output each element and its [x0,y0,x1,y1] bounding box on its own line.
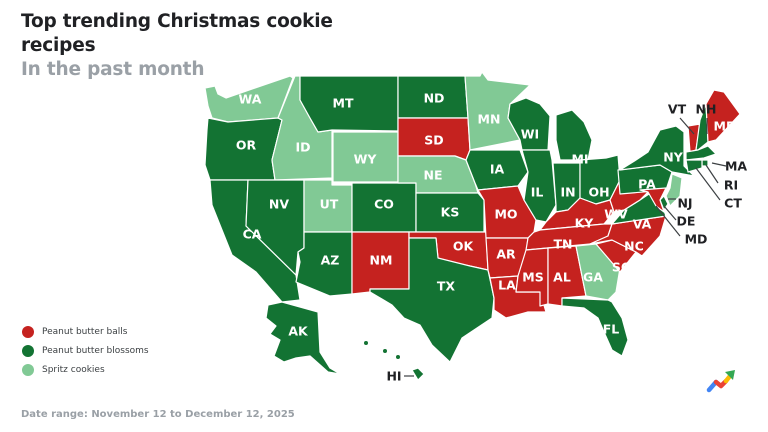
label-wi: WI [521,127,539,142]
label-az: AZ [321,253,340,268]
state-nj[interactable] [665,173,683,207]
label-tn: TN [554,237,573,252]
legend-swatch-red [22,325,34,338]
label-ar: AR [496,247,516,262]
label-wv: WV [604,207,628,222]
label-hi: HI [386,369,401,384]
legend-item-peanut-butter-blossoms: Peanut butter blossoms [22,341,149,360]
state-fl[interactable] [561,297,629,357]
label-mi: MI [571,152,588,167]
label-id: ID [295,140,310,155]
date-range: Date range: November 12 to December 12, … [21,409,295,420]
label-de: DE [677,214,696,229]
state-wa[interactable] [204,75,294,123]
label-ms: MS [522,270,543,285]
label-ak: AK [288,324,309,339]
label-vt: VT [668,102,687,117]
label-nv: NV [269,197,289,212]
label-ct: CT [724,196,742,211]
label-il: IL [531,185,544,200]
state-md[interactable] [639,187,667,213]
google-trends-logo-icon [706,370,735,393]
label-nm: NM [370,253,393,268]
state-mi[interactable] [555,109,593,161]
label-sc: SC [612,260,630,275]
legend-label: Spritz cookies [42,364,105,375]
state-nh[interactable] [695,103,709,151]
state-ks[interactable] [415,192,485,233]
state-ct[interactable] [685,159,703,173]
state-hi[interactable] [411,367,425,381]
label-sd: SD [424,133,443,148]
state-me[interactable] [705,89,741,143]
state-tx[interactable] [369,237,495,363]
chart-title: Top trending Christmas cookie recipes [21,11,333,56]
legend-label: Peanut butter balls [42,326,128,337]
label-wa: WA [239,92,262,107]
label-tx: TX [437,279,456,294]
label-ca: CA [243,227,262,242]
label-mo: MO [494,207,517,222]
label-ri: RI [724,178,738,193]
label-nd: ND [424,91,445,106]
label-ga: GA [583,270,603,285]
state-ak[interactable] [265,301,341,375]
label-fl: FL [603,322,620,337]
label-or: OR [236,138,257,153]
state-wi[interactable] [507,97,551,151]
label-co: CO [374,197,394,212]
label-ne: NE [423,168,442,183]
label-nc: NC [624,239,644,254]
label-ky: KY [575,216,595,231]
label-in: IN [560,185,575,200]
label-al: AL [553,270,571,285]
label-nh: NH [696,102,717,117]
state-nc[interactable] [589,215,667,257]
label-la: LA [498,278,516,293]
legend-item-spritz-cookies: Spritz cookies [22,360,149,379]
label-oh: OH [588,185,609,200]
label-me: ME [714,119,735,134]
label-ut: UT [320,197,339,212]
label-wy: WY [354,152,378,167]
state-ny[interactable] [619,125,695,177]
label-md: MD [685,232,708,247]
label-ny: NY [663,150,683,165]
label-va: VA [633,217,652,232]
state-ri[interactable] [701,159,709,167]
label-ok: OK [453,239,475,254]
label-nj: NJ [677,196,692,211]
label-ma: MA [725,159,747,174]
legend-item-peanut-butter-balls: Peanut butter balls [22,322,149,341]
legend-swatch-dark-green [22,344,34,357]
label-pa: PA [638,177,656,192]
label-ks: KS [441,205,460,220]
label-ia: IA [490,162,505,177]
legend: Peanut butter balls Peanut butter blosso… [22,322,149,379]
label-mn: MN [478,112,501,127]
label-mt: MT [333,96,354,111]
chart-subtitle: In the past month [21,59,205,80]
legend-label: Peanut butter blossoms [42,345,149,356]
legend-swatch-light-green [22,363,34,376]
